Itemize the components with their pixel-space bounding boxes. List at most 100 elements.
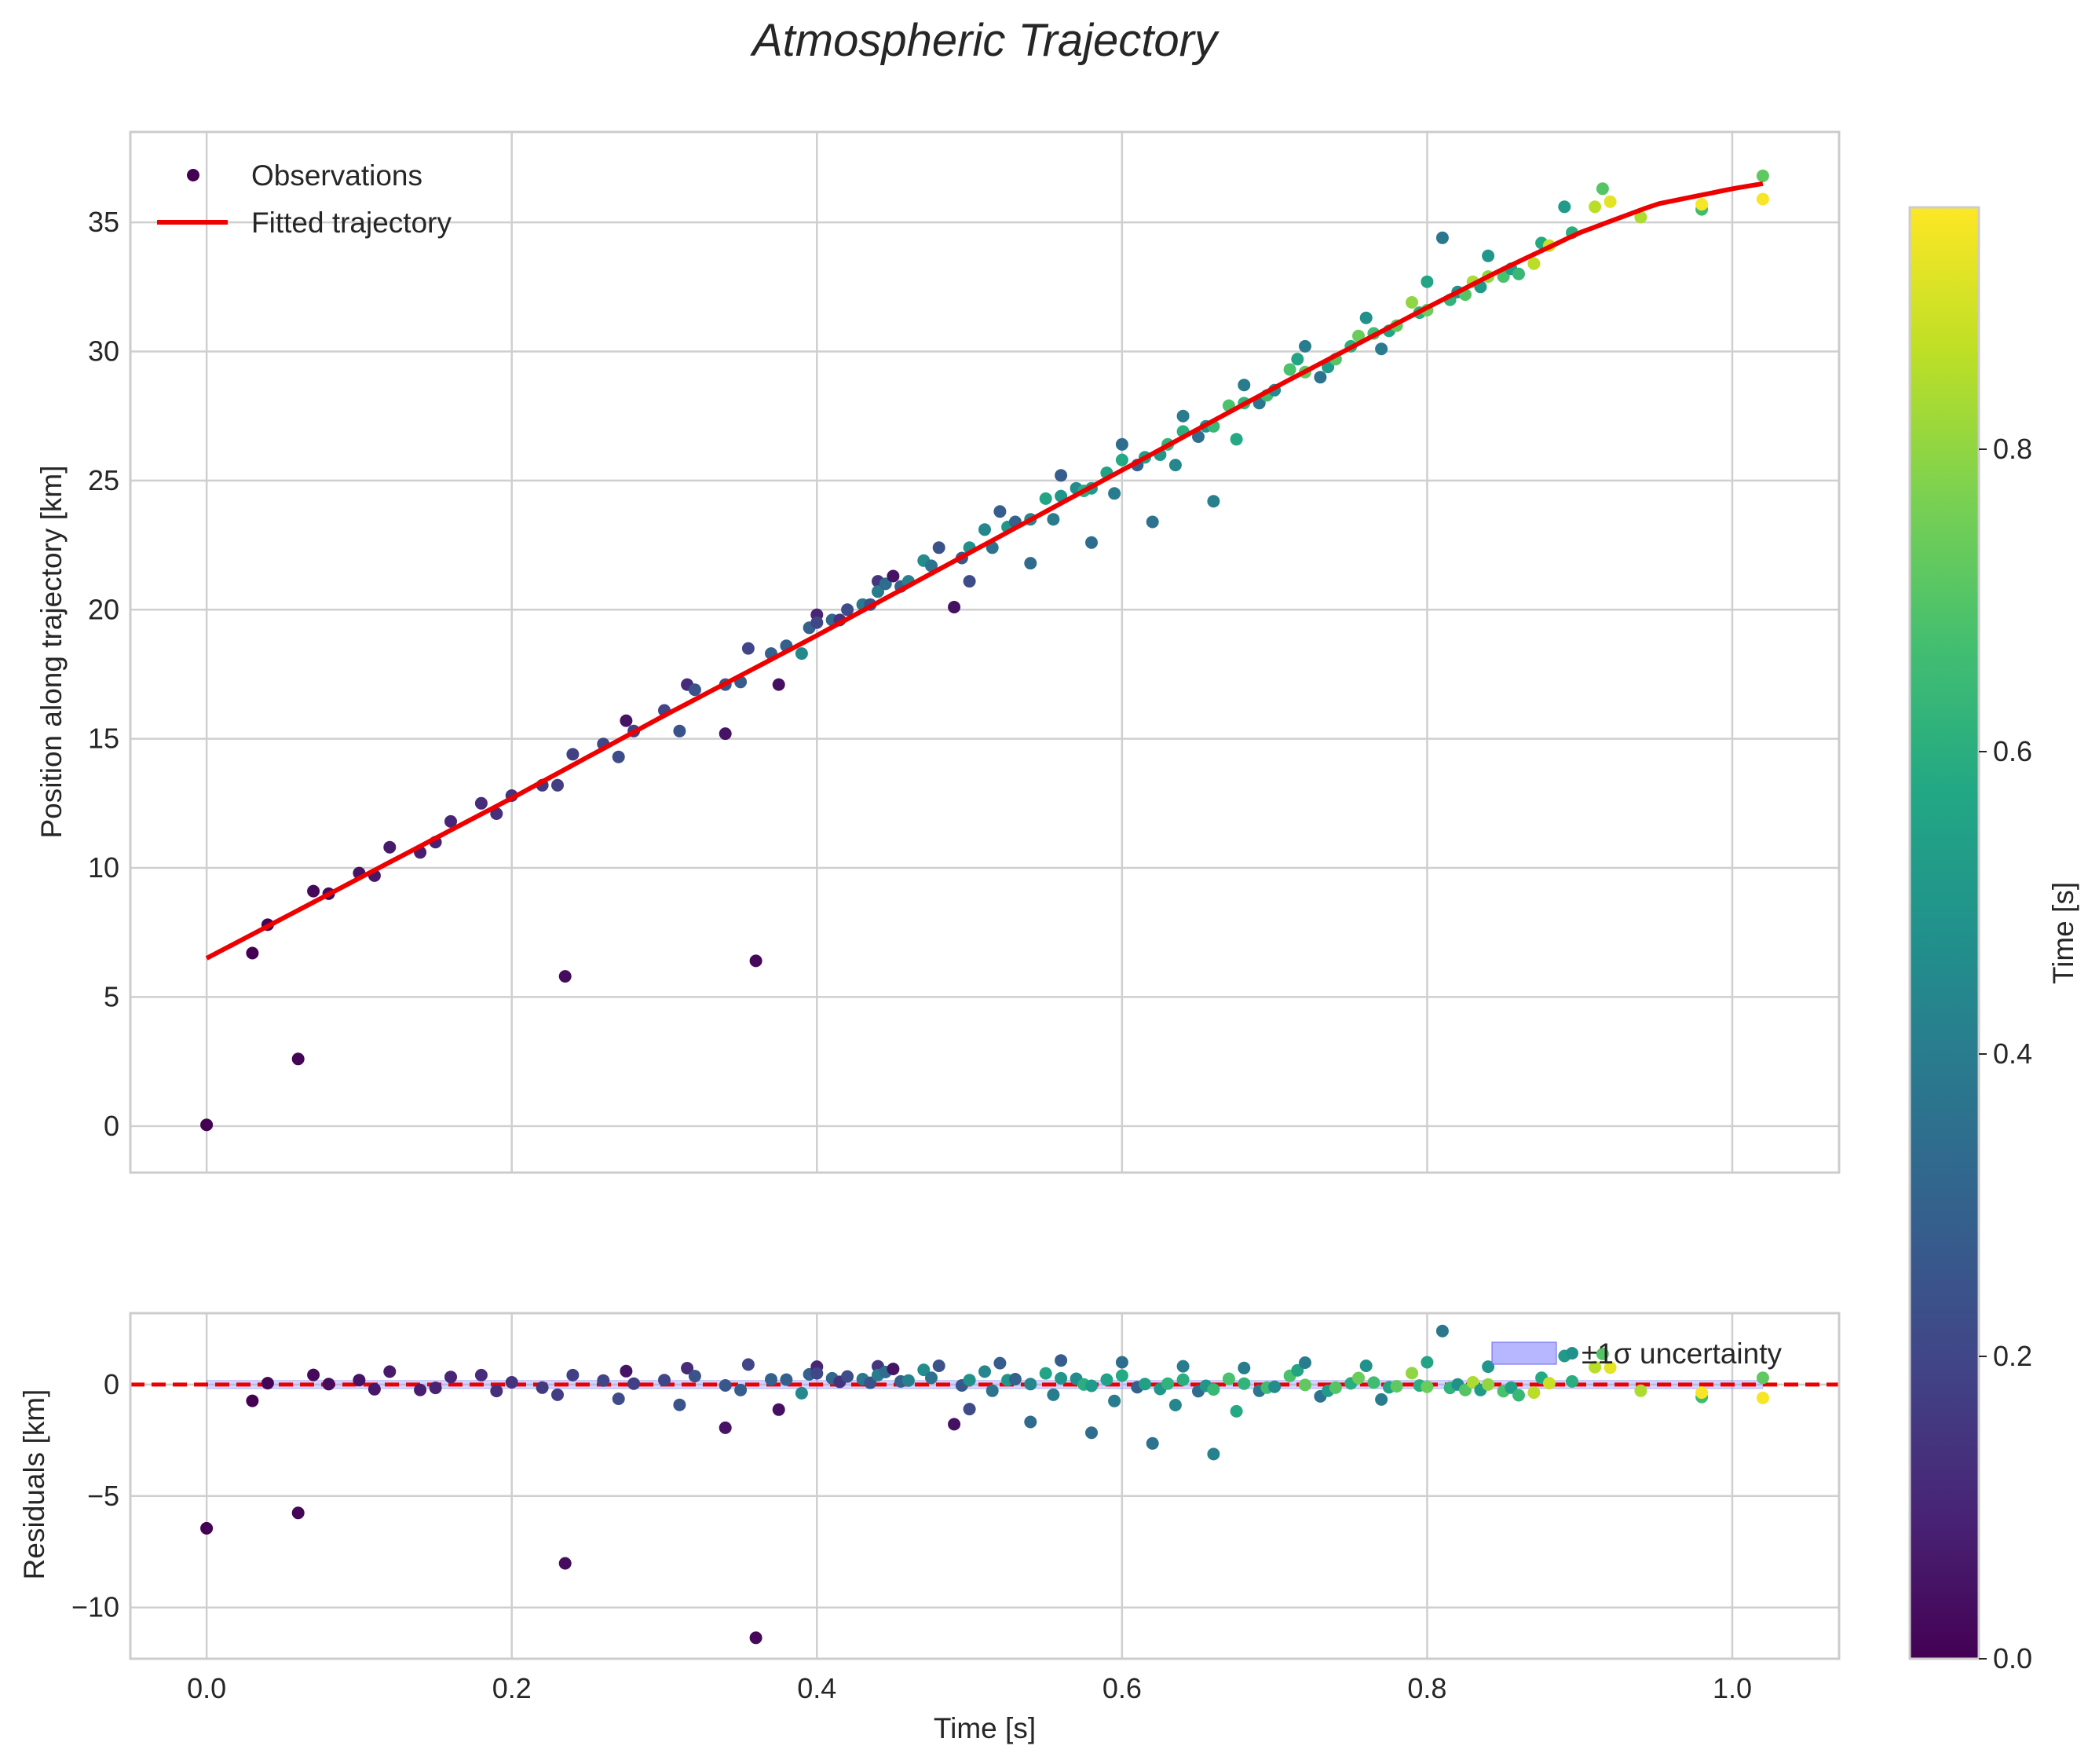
residual-point — [1695, 1386, 1709, 1400]
x-axis-label: Time [s] — [934, 1712, 1036, 1744]
residual-point — [474, 1368, 488, 1382]
observation-point — [1756, 169, 1769, 182]
residual-point — [1055, 1371, 1068, 1385]
observation-point — [1168, 459, 1182, 472]
residual-point — [1139, 1378, 1151, 1391]
x-tick-label: 0.8 — [1407, 1672, 1446, 1704]
fitted-trajectory-line — [205, 181, 1764, 961]
residuals-y-axis-label: Residuals [km] — [18, 1389, 50, 1580]
observation-point — [1055, 469, 1068, 482]
residual-point — [620, 1364, 633, 1378]
residual-point — [1482, 1378, 1495, 1391]
residual-point — [1459, 1383, 1472, 1396]
residual-point — [1359, 1360, 1373, 1372]
main-y-tick-label: 10 — [88, 851, 119, 884]
colorbar-gradient — [1908, 206, 1980, 1660]
residual-point — [1085, 1379, 1098, 1393]
observation-point — [1512, 267, 1525, 280]
residual-point — [1100, 1373, 1113, 1386]
observation-point — [841, 603, 854, 617]
residual-point — [597, 1374, 610, 1387]
residual-point — [673, 1398, 686, 1411]
residual-point — [444, 1371, 457, 1384]
residuals-x-ticks: 0.0 0.2 0.4 0.6 0.8 1.0 — [187, 1672, 1752, 1704]
residual-point — [1115, 1369, 1128, 1382]
observation-point — [1558, 200, 1571, 214]
residual-point — [1085, 1426, 1098, 1440]
residual-point — [1230, 1404, 1243, 1418]
chart-title: Atmospheric Trajectory — [750, 15, 1220, 66]
observation-point — [1352, 329, 1365, 342]
residual-points — [200, 1324, 1769, 1645]
residual-point — [963, 1403, 976, 1416]
observation-point — [719, 727, 732, 741]
residual-point — [765, 1373, 777, 1386]
main-y-tick-label: 30 — [88, 335, 119, 367]
residual-point — [925, 1371, 938, 1385]
residual-point — [1238, 1361, 1251, 1374]
observation-point — [1230, 433, 1243, 446]
observation-point — [612, 750, 625, 763]
observation-point — [1596, 182, 1609, 196]
residual-point — [963, 1374, 976, 1387]
residual-point — [1238, 1377, 1251, 1390]
residuals-legend: ±1σ uncertainty — [1491, 1338, 1782, 1370]
residual-point — [1596, 1347, 1609, 1360]
residual-point — [490, 1385, 503, 1398]
residuals-y-tick-label: 0 — [104, 1368, 119, 1400]
residual-point — [681, 1362, 694, 1374]
observation-point — [383, 840, 397, 854]
observation-point — [1634, 210, 1647, 224]
observation-point — [551, 778, 564, 792]
observation-point — [1527, 257, 1541, 270]
residual-point — [1176, 1360, 1190, 1373]
observation-point — [1108, 487, 1121, 500]
residual-point — [1390, 1380, 1403, 1393]
observation-point — [1085, 536, 1098, 549]
residuals-y-tick-label: −10 — [71, 1591, 119, 1623]
residual-point — [1466, 1376, 1479, 1389]
observation-point — [1756, 192, 1769, 206]
residual-point — [1634, 1384, 1647, 1397]
residual-point — [1367, 1376, 1380, 1389]
residual-point — [558, 1557, 572, 1570]
main-plot-frame — [129, 130, 1841, 1174]
residual-point — [200, 1521, 214, 1535]
residual-point — [1207, 1383, 1220, 1396]
observation-point — [810, 616, 824, 629]
main-y-tick-label: 15 — [88, 723, 119, 755]
residual-point — [1406, 1367, 1418, 1380]
colorbar-tick-label: 0.4 — [1993, 1038, 2032, 1070]
observation-point — [1207, 495, 1220, 508]
residual-point — [810, 1367, 824, 1380]
observation-point — [1589, 200, 1602, 214]
residual-point — [566, 1368, 580, 1382]
main-plot-area — [130, 132, 1839, 1173]
residual-point — [1756, 1391, 1769, 1404]
residual-point — [383, 1365, 397, 1378]
residual-point — [1299, 1378, 1311, 1392]
colorbar-tick-label: 0.6 — [1993, 735, 2032, 767]
residual-point — [1352, 1371, 1365, 1385]
residual-point — [658, 1374, 671, 1387]
observation-point — [1497, 270, 1510, 284]
residual-point — [307, 1368, 320, 1382]
main-y-tick-label: 5 — [104, 980, 119, 1012]
x-tick-label: 1.0 — [1713, 1672, 1752, 1704]
residual-point — [1024, 1415, 1037, 1429]
observation-point — [490, 807, 503, 820]
observation-point — [1375, 342, 1388, 356]
residual-point — [741, 1358, 755, 1371]
main-legend: Observations Fitted trajectory — [157, 159, 452, 239]
residual-point — [772, 1403, 785, 1416]
residual-point — [551, 1388, 564, 1401]
residual-point — [1604, 1361, 1617, 1374]
observation-point — [566, 748, 580, 761]
x-tick-label: 0.2 — [492, 1672, 532, 1704]
observation-point — [1024, 557, 1037, 570]
residual-point — [749, 1631, 762, 1645]
residual-point — [246, 1394, 259, 1407]
residual-point — [1421, 1380, 1434, 1393]
residual-point — [887, 1363, 900, 1375]
